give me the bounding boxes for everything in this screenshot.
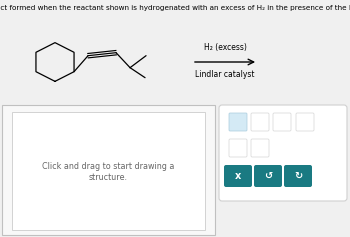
Text: Lindlar catalyst: Lindlar catalyst [195,70,255,79]
Text: x: x [235,171,241,181]
FancyBboxPatch shape [251,139,269,157]
FancyBboxPatch shape [273,113,291,131]
FancyBboxPatch shape [296,113,314,131]
Bar [12,112,205,230]
Text: Draw the product formed when the reactant shown is hydrogenated with an excess o: Draw the product formed when the reactan… [0,5,350,11]
Text: H₂ (excess): H₂ (excess) [204,43,246,52]
Text: ↺: ↺ [264,171,272,181]
Text: ↻: ↻ [294,171,302,181]
Text: Click and drag to start drawing a
structure.: Click and drag to start drawing a struct… [42,162,174,182]
FancyBboxPatch shape [254,165,282,187]
FancyBboxPatch shape [224,165,252,187]
Bar [2,105,215,235]
FancyBboxPatch shape [229,139,247,157]
FancyBboxPatch shape [251,113,269,131]
FancyBboxPatch shape [219,105,347,201]
FancyBboxPatch shape [229,113,247,131]
FancyBboxPatch shape [284,165,312,187]
